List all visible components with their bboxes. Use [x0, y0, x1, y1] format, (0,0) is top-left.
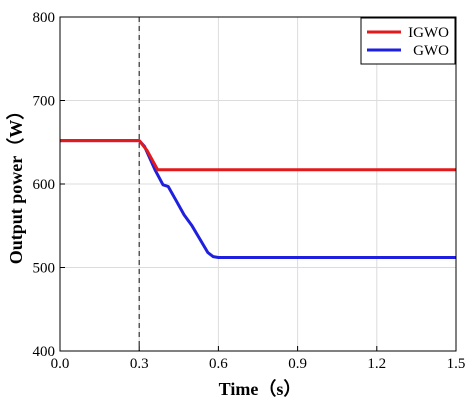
x-tick-label: 0.9 [288, 356, 307, 372]
y-tick-label: 400 [33, 344, 56, 360]
y-tick-label: 600 [33, 177, 56, 193]
x-tick-label: 0.6 [209, 356, 228, 372]
grid [59, 16, 457, 352]
y-axis-ticks: 400 500 600 700 800 [33, 10, 65, 360]
x-axis-title: Time（s） [219, 379, 302, 399]
y-tick-label: 700 [33, 94, 56, 110]
legend-label-gwo: GWO [413, 43, 449, 59]
x-tick-label: 0.0 [51, 356, 70, 372]
legend: IGWO GWO [360, 17, 456, 65]
legend-box [360, 17, 456, 65]
legend-label-igwo: IGWO [408, 25, 449, 41]
x-tick-label: 1.2 [367, 356, 386, 372]
x-tick-label: 0.3 [130, 356, 149, 372]
series-lines [60, 139, 456, 259]
y-tick-label: 500 [33, 261, 56, 277]
x-axis-ticks: 0.0 0.3 0.6 0.9 1.2 1.5 [51, 346, 466, 372]
y-axis-title: Output power（W） [6, 102, 26, 265]
series-line-gwo [60, 139, 456, 259]
y-tick-label: 800 [33, 10, 56, 26]
series-line-igwo [60, 139, 456, 172]
x-tick-label: 1.5 [447, 356, 466, 372]
